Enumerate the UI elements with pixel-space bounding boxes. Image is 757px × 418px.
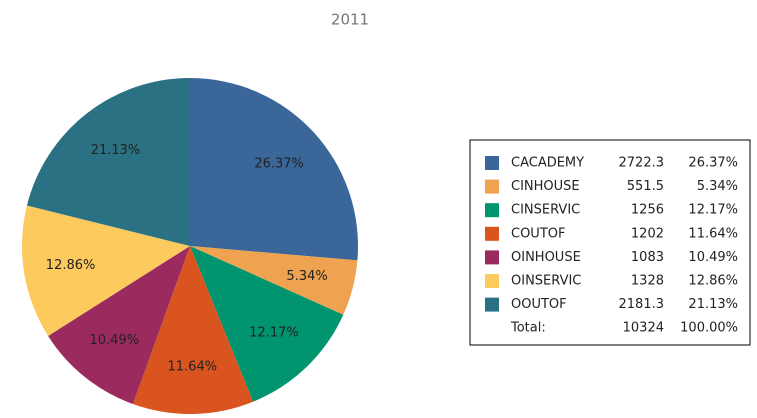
legend-label: CINSERVIC: [511, 203, 580, 218]
legend-percent: 5.34%: [697, 179, 738, 194]
legend-swatch: [485, 297, 499, 312]
slice-label: 11.64%: [168, 359, 218, 374]
legend-swatch: [485, 226, 499, 241]
pie-slice: [190, 246, 344, 402]
slice-label: 21.13%: [91, 143, 141, 158]
legend-swatch: [485, 179, 499, 194]
legend-percent: 21.13%: [688, 297, 738, 312]
slice-label: 26.37%: [254, 157, 304, 172]
slice-label: 5.34%: [286, 269, 327, 284]
pie-slice: [26, 78, 190, 246]
total-percent: 100.00%: [680, 321, 738, 336]
legend-label: OINHOUSE: [511, 250, 581, 265]
legend-swatch: [485, 274, 499, 288]
legend-percent: 11.64%: [688, 226, 738, 241]
legend-percent: 12.17%: [688, 203, 738, 218]
legend-swatch: [485, 203, 499, 218]
pie-slice: [48, 246, 191, 405]
legend-label: CACADEMY: [511, 156, 584, 171]
pie-slice: [190, 246, 358, 315]
legend-value: 551.5: [627, 179, 664, 194]
legend-percent: 10.49%: [688, 250, 738, 265]
chart-title: 2011: [331, 11, 369, 29]
legend-label: COUTOF: [511, 226, 565, 241]
legend-label: CINHOUSE: [511, 179, 580, 194]
pie-slice: [132, 246, 254, 414]
total-label: Total:: [510, 321, 546, 336]
legend-value: 2181.3: [619, 297, 665, 312]
slice-label: 10.49%: [90, 333, 140, 348]
legend-label: OINSERVIC: [511, 274, 581, 289]
legend-value: 1202: [631, 226, 664, 241]
legend-percent: 26.37%: [688, 156, 738, 171]
legend-label: OOUTOF: [511, 297, 567, 312]
legend-swatch: [485, 156, 499, 170]
legend-value: 2722.3: [619, 156, 665, 171]
pie-slice: [21, 205, 190, 336]
legend-value: 1256: [631, 203, 664, 218]
legend-box: [469, 139, 751, 346]
legend-percent: 12.86%: [688, 274, 738, 289]
slice-label: 12.86%: [46, 258, 96, 273]
legend-value: 1328: [631, 274, 664, 289]
legend-swatch: [485, 250, 499, 265]
total-value: 10324: [623, 321, 664, 336]
pie-slice: [190, 78, 358, 261]
legend-value: 1083: [631, 250, 664, 265]
slice-label: 12.17%: [249, 326, 299, 341]
